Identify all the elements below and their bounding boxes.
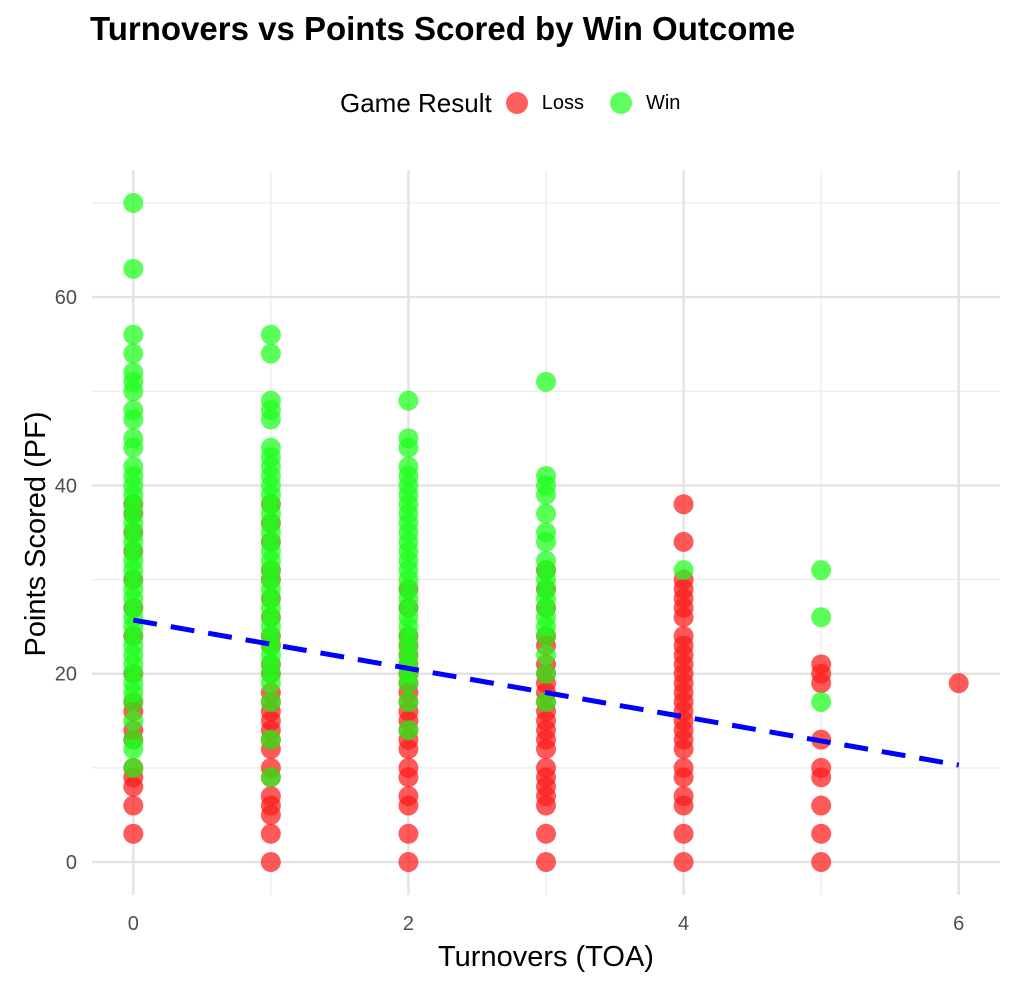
data-point-loss [673,626,694,647]
data-point-win [123,343,144,364]
data-point-loss [398,757,419,778]
data-point-win [260,343,281,364]
data-point-loss [673,757,694,778]
data-point-loss [811,795,832,816]
data-point-loss [673,852,694,873]
data-point-win [536,550,556,571]
data-point-win [260,767,281,788]
win-points [123,192,832,788]
data-point-win [536,663,556,684]
data-point-loss [811,852,832,873]
data-point-loss [260,786,281,807]
data-point-win [398,456,419,477]
data-point-win [398,390,419,411]
legend: Game Result Loss Win [340,86,706,120]
data-point-win [260,390,281,411]
data-point-win [398,428,419,449]
y-axis-label: Points Scored (PF) [20,412,52,657]
x-tick-label: 6 [953,913,964,935]
data-point-loss [123,795,144,816]
legend-title: Game Result [340,87,492,118]
data-point-win [398,691,419,712]
data-point-win [260,691,281,712]
y-tick-label: 60 [55,287,77,309]
x-tick-label: 4 [678,913,689,935]
data-point-win [123,362,144,383]
data-point-win [123,456,144,477]
data-point-loss [811,823,832,844]
legend-item-win: Win [609,91,681,115]
data-point-loss [260,823,281,844]
data-point-win [123,757,144,778]
data-point-win [260,729,281,750]
y-tick-label: 0 [66,852,77,874]
data-point-win [536,644,556,665]
data-point-win [123,729,144,750]
data-point-loss [673,531,694,552]
trend-line [132,617,960,768]
data-point-loss [123,823,144,844]
data-point-win [536,503,556,524]
legend-swatch-loss [505,92,528,114]
data-point-win [536,522,556,543]
legend-label-win: Win [645,91,681,114]
data-point-loss [673,786,694,807]
y-tick-label: 20 [55,664,77,686]
legend-item-loss: Loss [505,91,584,115]
trend-line-group [132,617,960,768]
data-point-loss [536,823,556,844]
data-point-loss [673,823,694,844]
data-point-win [536,371,556,392]
data-point-win [811,691,832,712]
data-point-win [123,400,144,421]
data-point-win [123,258,144,279]
data-point-win [260,324,281,345]
data-point-win [536,691,556,712]
data-point-loss [260,852,281,873]
data-point-loss [536,757,556,778]
data-point-win [123,428,144,449]
data-point-win [123,324,144,345]
x-axis-label: Turnovers (TOA) [438,941,654,973]
data-point-loss [948,673,969,694]
data-point-loss [673,494,694,515]
data-point-loss [811,654,832,675]
legend-swatch-win [609,92,632,114]
data-point-win [811,560,832,581]
y-tick-label: 40 [55,475,77,497]
data-point-loss [536,852,556,873]
data-point-loss [811,757,832,778]
x-tick-label: 0 [128,913,139,935]
data-point-loss [398,823,419,844]
legend-label-loss: Loss [541,91,584,114]
data-point-win [398,720,419,741]
data-point-win [260,437,281,458]
data-point-win [123,192,144,213]
x-tick-label: 2 [403,913,414,935]
data-point-loss [398,852,419,873]
data-point-win [536,466,556,487]
data-point-win [811,607,832,628]
chart-title: Turnovers vs Points Scored by Win Outcom… [90,10,796,47]
data-point-win [673,560,694,581]
data-point-loss [398,786,419,807]
data-point-win [123,710,144,731]
